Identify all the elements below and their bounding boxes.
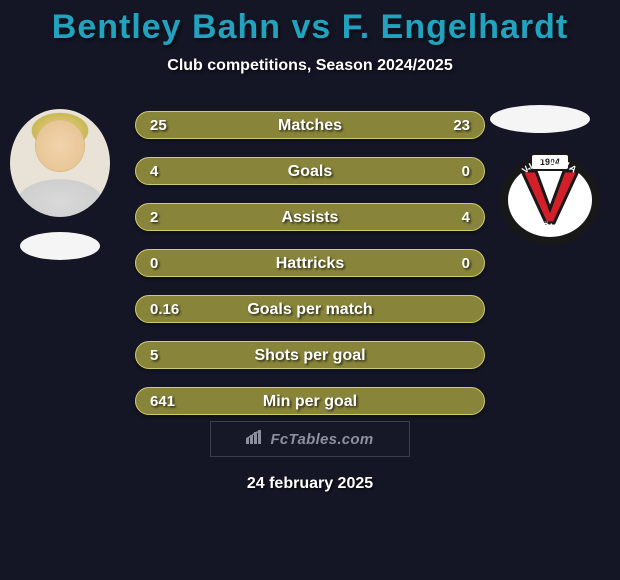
vs-text: vs [291, 8, 331, 46]
player1-avatar [10, 109, 110, 217]
subtitle: Club competitions, Season 2024/2025 [0, 57, 620, 75]
stat-row-hattricks: 0 Hattricks 0 [135, 249, 485, 277]
player1-name: Bentley Bahn [52, 8, 281, 46]
stat-label: Hattricks [136, 250, 484, 278]
stat-label: Goals per match [136, 296, 484, 324]
stat-row-goals: 4 Goals 0 [135, 157, 485, 185]
stat-row-gpm: 0.16 Goals per match [135, 295, 485, 323]
date-text: 24 february 2025 [0, 475, 620, 493]
player2-name: F. Engelhardt [342, 8, 568, 46]
badge-vee [520, 169, 580, 225]
chart-bars-icon [246, 422, 264, 458]
stat-label: Matches [136, 112, 484, 140]
stat-row-mpg: 641 Min per goal [135, 387, 485, 415]
comparison-title: Bentley Bahn vs F. Engelhardt [0, 0, 620, 47]
stat-right: 0 [462, 250, 470, 278]
stat-right: 23 [453, 112, 470, 140]
watermark-text: FcTables.com [270, 431, 373, 448]
stat-row-matches: 25 Matches 23 [135, 111, 485, 139]
stat-label: Shots per goal [136, 342, 484, 370]
player2-flag [490, 105, 590, 133]
stat-right: 0 [462, 158, 470, 186]
stat-label: Assists [136, 204, 484, 232]
stat-pills: 25 Matches 23 4 Goals 0 2 Assists 4 0 Ha… [135, 111, 485, 433]
stat-row-spg: 5 Shots per goal [135, 341, 485, 369]
watermark: FcTables.com [210, 421, 410, 457]
stat-right: 4 [462, 204, 470, 232]
stat-row-assists: 2 Assists 4 [135, 203, 485, 231]
player2-club-badge: 1904 VIKTORIA KÖLN [500, 155, 600, 245]
player1-flag [20, 232, 100, 260]
stat-label: Goals [136, 158, 484, 186]
comparison-stage: 1904 VIKTORIA KÖLN 25 Matches 23 4 [0, 103, 620, 543]
stat-label: Min per goal [136, 388, 484, 416]
